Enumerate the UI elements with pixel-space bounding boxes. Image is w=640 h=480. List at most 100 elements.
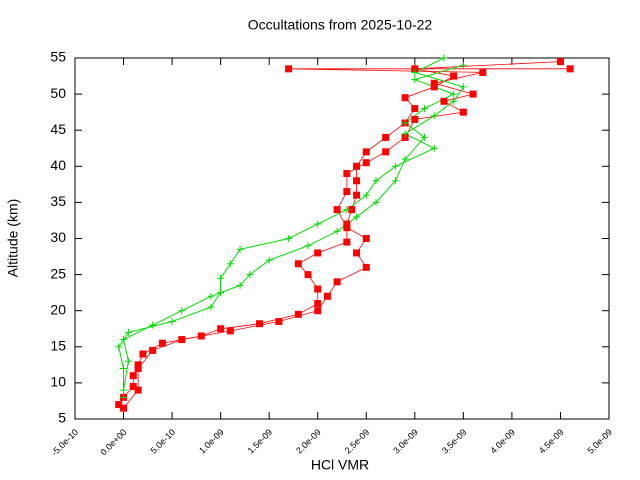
marker bbox=[343, 206, 351, 214]
marker bbox=[314, 285, 322, 293]
marker bbox=[343, 188, 351, 196]
marker bbox=[421, 133, 429, 141]
y-tick-label: 45 bbox=[50, 121, 66, 137]
marker bbox=[421, 105, 429, 113]
marker bbox=[459, 61, 467, 69]
marker bbox=[304, 271, 312, 279]
marker bbox=[207, 292, 215, 300]
marker bbox=[178, 307, 186, 315]
marker bbox=[304, 242, 312, 250]
chart-title: Occultations from 2025-10-22 bbox=[248, 17, 433, 33]
marker bbox=[440, 97, 448, 105]
marker bbox=[450, 90, 458, 98]
marker bbox=[391, 162, 399, 170]
x-axis-label: HCl VMR bbox=[311, 457, 369, 473]
marker bbox=[323, 292, 331, 300]
marker bbox=[120, 364, 128, 372]
y-tick-label: 55 bbox=[50, 49, 66, 65]
marker bbox=[129, 383, 137, 391]
marker bbox=[382, 133, 390, 141]
marker bbox=[120, 336, 128, 344]
marker bbox=[314, 299, 322, 307]
marker bbox=[566, 65, 574, 73]
y-tick-label: 40 bbox=[50, 157, 66, 173]
marker bbox=[246, 271, 254, 279]
marker bbox=[197, 332, 205, 340]
marker bbox=[265, 256, 273, 264]
marker bbox=[129, 372, 137, 380]
marker bbox=[353, 213, 361, 221]
marker bbox=[120, 404, 128, 412]
marker bbox=[353, 162, 361, 170]
marker bbox=[115, 401, 123, 409]
marker bbox=[255, 320, 263, 328]
marker bbox=[401, 155, 409, 163]
marker bbox=[217, 325, 225, 333]
marker bbox=[226, 327, 234, 335]
marker bbox=[120, 386, 128, 394]
marker bbox=[401, 130, 409, 138]
marker bbox=[124, 328, 132, 336]
marker bbox=[158, 339, 166, 347]
marker bbox=[362, 263, 370, 271]
marker bbox=[333, 278, 341, 286]
marker bbox=[348, 206, 356, 214]
marker bbox=[134, 386, 142, 394]
y-axis-label: Altitude (km) bbox=[5, 199, 21, 278]
marker bbox=[372, 177, 380, 185]
marker bbox=[285, 65, 293, 73]
marker bbox=[430, 83, 438, 91]
marker bbox=[178, 336, 186, 344]
marker bbox=[401, 94, 409, 102]
marker bbox=[411, 68, 419, 76]
y-tick-label: 5 bbox=[58, 410, 66, 426]
marker bbox=[362, 235, 370, 242]
marker bbox=[479, 68, 487, 76]
y-tick-label: 35 bbox=[50, 193, 66, 209]
y-tick-label: 20 bbox=[50, 301, 66, 317]
y-tick-label: 50 bbox=[50, 85, 66, 101]
marker bbox=[430, 112, 438, 120]
marker bbox=[333, 206, 341, 214]
marker bbox=[343, 220, 351, 228]
marker bbox=[226, 260, 234, 268]
y-tick-label: 10 bbox=[50, 374, 66, 390]
marker bbox=[149, 321, 157, 329]
marker bbox=[120, 393, 128, 401]
marker bbox=[217, 274, 225, 282]
marker bbox=[362, 148, 370, 156]
marker bbox=[343, 170, 351, 178]
marker bbox=[469, 90, 477, 98]
marker bbox=[353, 249, 361, 257]
marker bbox=[411, 76, 419, 84]
marker bbox=[362, 159, 370, 167]
marker bbox=[294, 310, 302, 318]
marker bbox=[115, 343, 123, 351]
marker bbox=[333, 227, 341, 235]
marker bbox=[275, 318, 283, 326]
marker bbox=[294, 260, 302, 268]
marker bbox=[314, 220, 322, 228]
marker bbox=[314, 249, 322, 257]
marker bbox=[314, 307, 322, 315]
series-line bbox=[123, 68, 571, 409]
marker bbox=[353, 191, 361, 199]
marker bbox=[236, 245, 244, 253]
marker bbox=[217, 289, 225, 297]
marker bbox=[207, 303, 215, 311]
marker bbox=[343, 224, 351, 232]
marker bbox=[440, 54, 448, 62]
marker bbox=[382, 148, 390, 156]
marker bbox=[430, 144, 438, 152]
marker bbox=[459, 83, 467, 91]
marker bbox=[411, 115, 419, 123]
marker bbox=[411, 65, 419, 73]
marker bbox=[411, 105, 419, 113]
marker bbox=[450, 72, 458, 80]
marker bbox=[134, 361, 142, 369]
marker bbox=[401, 119, 409, 127]
marker bbox=[139, 350, 147, 358]
marker bbox=[353, 177, 361, 185]
marker bbox=[124, 357, 132, 365]
